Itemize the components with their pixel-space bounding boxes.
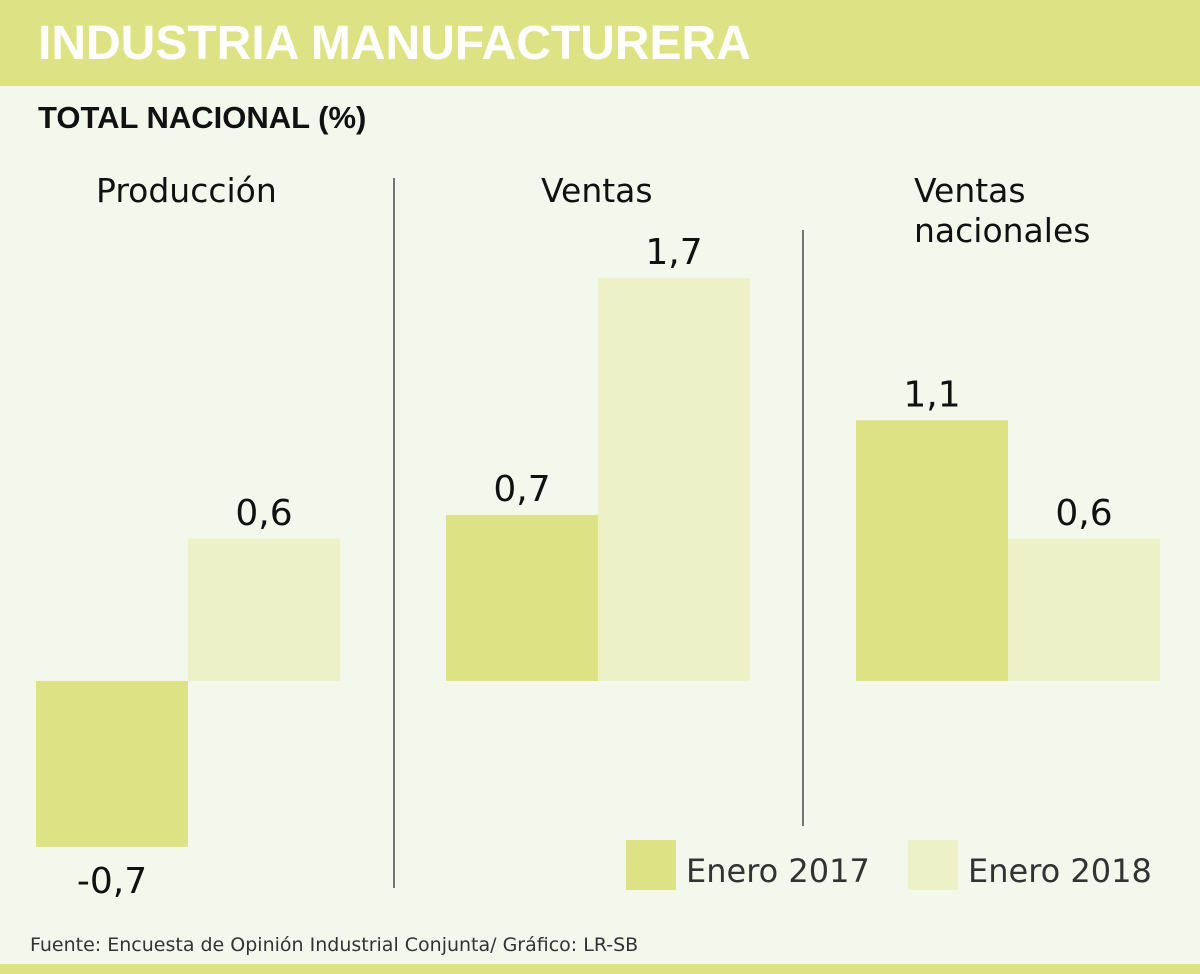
bar <box>188 538 340 681</box>
category-label: Ventas <box>541 171 653 210</box>
legend-swatch <box>908 840 958 890</box>
legend-label: Enero 2018 <box>968 852 1152 890</box>
chart-subtitle: TOTAL NACIONAL (%) <box>38 100 367 135</box>
bar <box>598 278 750 681</box>
bar <box>446 515 598 681</box>
header-bar: INDUSTRIA MANUFACTURERA <box>0 0 1200 86</box>
category-label: Ventas nacionales <box>914 171 1090 250</box>
data-label: 0,7 <box>493 469 550 510</box>
data-label: 0,6 <box>1055 493 1112 534</box>
bar <box>856 420 1008 681</box>
category-label: Producción <box>96 171 277 210</box>
footer-bar <box>0 964 1200 974</box>
legend-swatch <box>626 840 676 890</box>
bar <box>36 681 188 847</box>
data-label: 0,6 <box>235 493 292 534</box>
data-label: 1,7 <box>645 232 702 273</box>
chart-title: INDUSTRIA MANUFACTURERA <box>38 17 751 70</box>
legend-label: Enero 2017 <box>686 852 870 890</box>
data-label: 1,1 <box>903 374 960 415</box>
source-note: Fuente: Encuesta de Opinión Industrial C… <box>30 934 639 956</box>
bar <box>1008 538 1160 681</box>
data-label: -0,7 <box>77 861 147 902</box>
